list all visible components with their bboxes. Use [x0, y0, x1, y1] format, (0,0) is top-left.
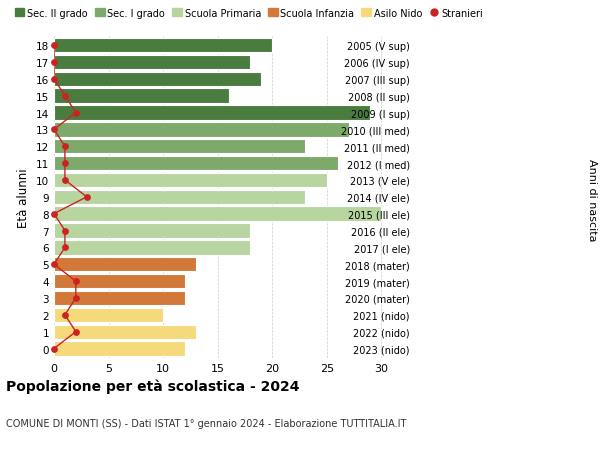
Point — [71, 110, 80, 117]
Bar — [54, 73, 261, 87]
Bar — [54, 207, 381, 221]
Bar — [54, 140, 305, 154]
Point — [49, 211, 59, 218]
Point — [60, 244, 70, 252]
Bar — [54, 174, 327, 188]
Point — [60, 177, 70, 184]
Text: Popolazione per età scolastica - 2024: Popolazione per età scolastica - 2024 — [6, 379, 299, 393]
Bar — [54, 224, 250, 238]
Bar — [54, 123, 349, 137]
Point — [49, 42, 59, 50]
Point — [60, 160, 70, 168]
Bar — [54, 308, 163, 322]
Point — [49, 59, 59, 67]
Point — [71, 278, 80, 285]
Bar — [54, 190, 305, 205]
Point — [60, 227, 70, 235]
Text: Anni di nascita: Anni di nascita — [587, 158, 597, 241]
Point — [60, 312, 70, 319]
Point — [49, 345, 59, 353]
Point — [71, 328, 80, 336]
Point — [49, 126, 59, 134]
Text: COMUNE DI MONTI (SS) - Dati ISTAT 1° gennaio 2024 - Elaborazione TUTTITALIA.IT: COMUNE DI MONTI (SS) - Dati ISTAT 1° gen… — [6, 418, 406, 428]
Bar — [54, 39, 272, 53]
Bar — [54, 291, 185, 305]
Point — [49, 261, 59, 269]
Point — [60, 143, 70, 151]
Bar — [54, 325, 196, 339]
Bar — [54, 274, 185, 289]
Point — [71, 295, 80, 302]
Bar — [54, 106, 370, 120]
Point — [49, 76, 59, 83]
Legend: Sec. II grado, Sec. I grado, Scuola Primaria, Scuola Infanzia, Asilo Nido, Stran: Sec. II grado, Sec. I grado, Scuola Prim… — [11, 5, 487, 22]
Y-axis label: Età alunni: Età alunni — [17, 168, 31, 227]
Point — [82, 194, 92, 201]
Bar — [54, 241, 250, 255]
Bar — [54, 56, 250, 70]
Bar — [54, 257, 196, 272]
Bar — [54, 341, 185, 356]
Bar — [54, 157, 338, 171]
Bar — [54, 90, 229, 104]
Point — [60, 93, 70, 100]
